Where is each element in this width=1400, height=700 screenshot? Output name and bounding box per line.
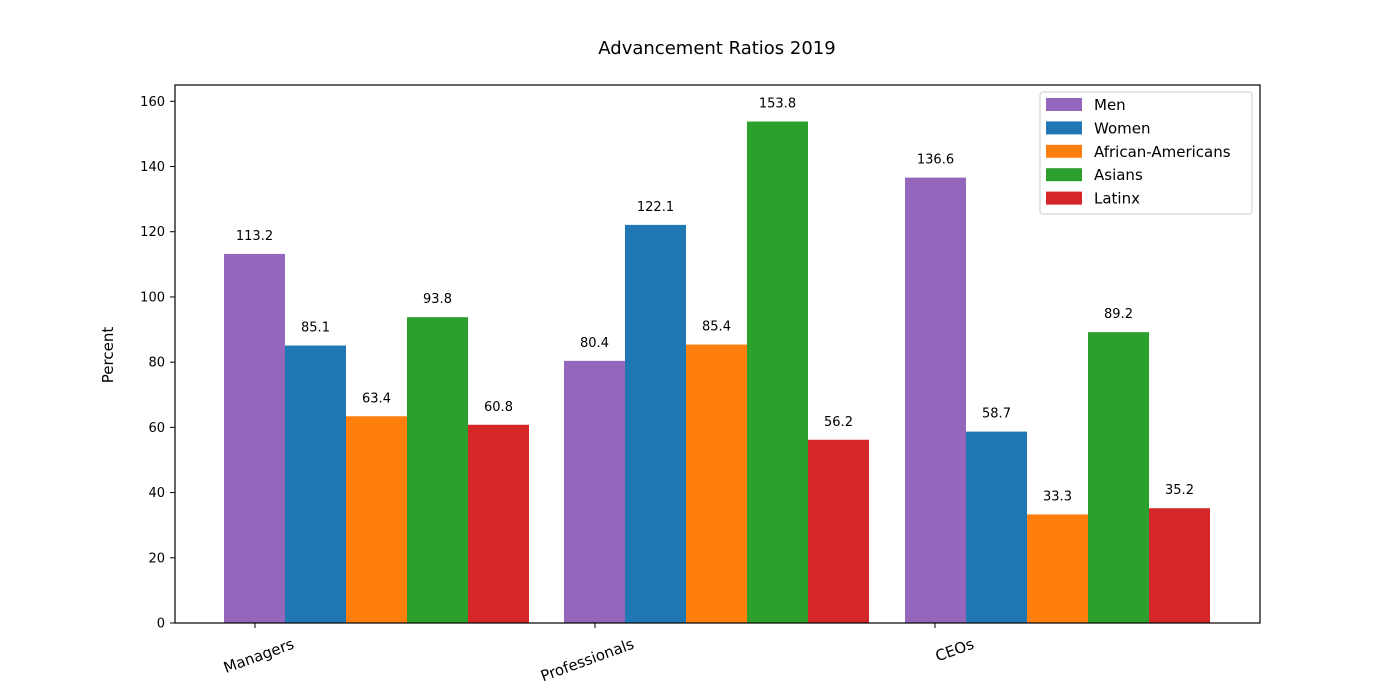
data-label: 153.8 [759, 97, 796, 112]
data-label: 33.3 [1043, 489, 1072, 504]
legend-swatch [1046, 144, 1082, 158]
legend-label: Latinx [1094, 190, 1140, 208]
bar-asians-managers [407, 317, 468, 623]
bar-african-americans-ceos [1027, 514, 1088, 623]
y-tick-label: 140 [140, 160, 165, 175]
y-tick-label: 60 [148, 421, 165, 436]
y-tick-label: 40 [148, 486, 165, 501]
legend-swatch [1046, 98, 1082, 111]
bar-asians-professionals [747, 121, 808, 623]
legend-label: Men [1094, 96, 1126, 114]
plot-area [224, 121, 1210, 624]
legend: Men Women African-Americans Asians Latinx [1039, 91, 1253, 215]
legend-swatch [1046, 168, 1082, 182]
data-label: 58.7 [982, 407, 1011, 422]
bar-men-ceos [905, 177, 966, 624]
bar-women-professionals [625, 224, 686, 623]
legend-swatch [1046, 121, 1082, 135]
bar-african-americans-managers [346, 416, 407, 623]
data-labels: 113.2 80.4 136.6 85.1 122.1 58.7 63.4 85.4 33.3 9… [236, 97, 1194, 505]
legend-label: African-Americans [1094, 143, 1231, 161]
bar-african-americans-professionals [686, 344, 747, 623]
y-axis: 0 20 40 60 80 100 120 140 160 [140, 95, 175, 632]
data-label: 89.2 [1104, 307, 1133, 322]
data-label: 113.2 [236, 229, 273, 244]
y-tick-label: 0 [157, 617, 165, 632]
legend-label: Women [1094, 119, 1150, 137]
bar-men-professionals [564, 360, 625, 623]
bar-latinx-managers [468, 424, 529, 623]
bar-latinx-ceos [1149, 508, 1210, 623]
bar-latinx-professionals [808, 439, 869, 623]
plot-frame [174, 84, 1261, 624]
y-axis-label: Percent [99, 327, 117, 384]
bar-men-managers [224, 253, 285, 623]
data-label: 122.1 [637, 200, 674, 215]
bar-women-managers [285, 345, 346, 623]
data-label: 85.1 [301, 321, 330, 336]
chart-title: Advancement Ratios 2019 [598, 38, 835, 59]
data-label: 80.4 [580, 336, 609, 351]
data-label: 56.2 [824, 415, 853, 430]
legend-label: Asians [1094, 166, 1143, 184]
bar-asians-ceos [1088, 332, 1149, 623]
bar-women-ceos [966, 431, 1027, 623]
y-tick-label: 20 [148, 551, 165, 566]
y-tick-label: 120 [140, 225, 165, 240]
y-tick-label: 80 [148, 356, 165, 371]
data-label: 85.4 [702, 320, 731, 335]
legend-swatch [1046, 191, 1082, 205]
data-label: 136.6 [917, 153, 954, 168]
data-label: 35.2 [1165, 483, 1194, 498]
y-tick-label: 100 [140, 290, 165, 305]
legend-box [1039, 91, 1253, 215]
data-label: 60.8 [484, 400, 513, 415]
data-label: 63.4 [362, 391, 391, 406]
data-label: 93.8 [423, 292, 452, 307]
y-tick-label: 160 [140, 95, 165, 110]
